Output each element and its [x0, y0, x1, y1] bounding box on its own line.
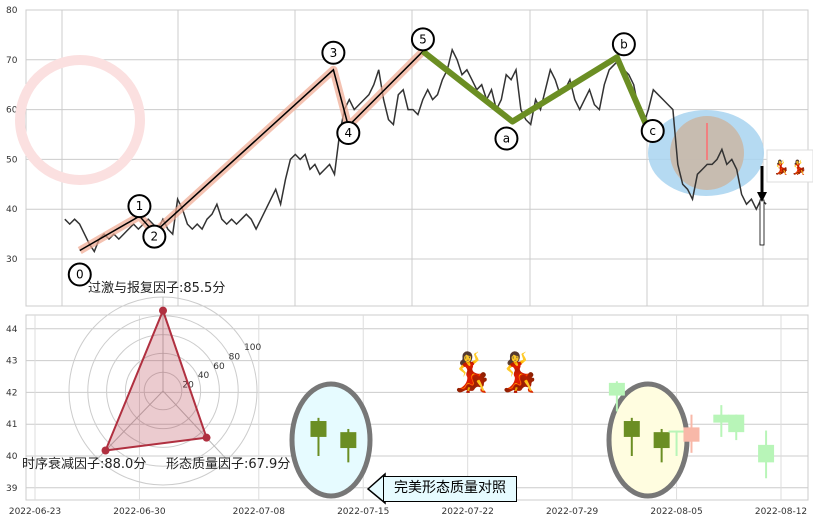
wave-label-text: b — [620, 37, 628, 51]
wave-label-c: c — [640, 119, 665, 144]
wave-label-circle — [611, 32, 636, 57]
wave-label-text: a — [503, 132, 510, 146]
wave-label-text: 5 — [419, 32, 427, 46]
wave-label-circle — [640, 119, 665, 144]
candle-body — [608, 382, 625, 396]
wave-label-circle — [410, 27, 435, 52]
forecast-arrow-head — [757, 192, 767, 202]
bottom-y-tick: 44 — [6, 325, 18, 335]
wave-label-circle — [142, 224, 167, 249]
actual-pattern-ellipse — [606, 381, 690, 499]
perfect-candle — [340, 428, 357, 463]
candle-body — [668, 430, 685, 433]
watermark-seal — [15, 55, 145, 185]
actual-candle — [608, 381, 625, 412]
wave-label-text: 4 — [344, 126, 352, 140]
x-tick-label: 2022-08-12 — [755, 507, 807, 517]
wave-label-text: 2 — [151, 230, 159, 244]
radar-vertex — [159, 306, 167, 315]
wave-label-5: 5 — [410, 27, 435, 52]
corrective-wave-line — [421, 48, 650, 128]
wave-label-circle — [494, 126, 519, 151]
x-tick-label: 2022-06-30 — [113, 507, 166, 517]
radar-area — [103, 307, 208, 452]
forecast-bar — [759, 199, 765, 246]
x-tick-label: 2022-07-15 — [337, 507, 389, 517]
wave-label-circle — [67, 262, 92, 287]
actual-candle — [713, 405, 730, 437]
x-tick-label: 2022-07-22 — [442, 507, 494, 517]
wave-label-4: 4 — [336, 121, 361, 146]
bottom-y-tick: 39 — [6, 484, 18, 494]
radar-ring-label: 100 — [244, 343, 261, 353]
bottom-y-tick: 40 — [6, 452, 18, 462]
x-tick-label: 2022-07-08 — [233, 507, 286, 517]
perfect-pattern-ellipse — [289, 381, 373, 499]
wave-label-circle — [336, 121, 361, 146]
x-tick-label: 2022-08-05 — [650, 507, 702, 517]
main-y-tick: 60 — [6, 106, 18, 116]
radar-vertex — [101, 446, 110, 455]
wave-label-0: 0 — [67, 262, 92, 287]
wave-label-b: b — [611, 32, 636, 57]
radar-ring-label: 80 — [229, 352, 241, 362]
callout-text: 完美形态质量对照 — [394, 480, 506, 496]
candle-body — [728, 414, 745, 433]
x-tick-label: 2022-06-23 — [9, 507, 61, 517]
wave-label-2: 2 — [142, 224, 167, 249]
x-tick-label: 2022-07-29 — [546, 507, 599, 517]
main-y-tick: 40 — [6, 205, 18, 215]
candle-body — [758, 444, 775, 463]
dancer-icon: 💃💃 — [773, 159, 808, 176]
wave-label-circle — [127, 194, 152, 219]
callout-box: 完美形态质量对照 — [383, 476, 517, 502]
candle-body — [653, 432, 670, 449]
bottom-y-tick: 42 — [6, 388, 17, 398]
radar-axis — [162, 390, 228, 461]
bottom-y-tick: 43 — [6, 357, 17, 367]
factor-label-aggression: 过激与报复因子:85.5分 — [88, 281, 225, 296]
actual-candle — [683, 414, 700, 453]
actual-candle — [728, 414, 745, 441]
actual-candle — [668, 430, 685, 456]
wave-label-a: a — [494, 126, 519, 151]
factor-label-pattern-quality: 形态质量因子:67.9分 — [166, 457, 290, 472]
bottom-y-tick: 41 — [6, 420, 17, 430]
radar-vertex — [202, 433, 211, 442]
main-y-tick: 70 — [6, 56, 18, 66]
factor-label-time-decay: 时序衰减因子:88.0分 — [22, 456, 146, 472]
main-y-tick: 80 — [6, 6, 18, 16]
impulse-wave-line — [79, 50, 424, 252]
candle-body — [623, 421, 640, 437]
radar-ring-label: 40 — [198, 371, 210, 381]
candle-body — [683, 427, 700, 442]
perfect-candle — [310, 417, 327, 456]
candle-body — [713, 414, 730, 423]
radar-axis — [97, 390, 164, 459]
candle-body — [310, 421, 327, 437]
actual-candle — [758, 430, 775, 479]
wave-label-3: 3 — [321, 40, 346, 65]
wave-label-text: c — [649, 124, 656, 138]
main-y-tick: 30 — [6, 255, 18, 265]
wave-label-text: 1 — [136, 199, 144, 213]
actual-candle — [623, 417, 640, 456]
wave-label-circle — [321, 40, 346, 65]
radar-ring-label: 60 — [213, 362, 225, 372]
actual-candle — [653, 428, 670, 463]
main-y-tick: 50 — [6, 155, 18, 165]
wave-label-1: 1 — [127, 194, 152, 219]
wave-label-text: 0 — [76, 268, 84, 282]
dancer-badge — [766, 149, 813, 183]
dancers-icon: 💃💃 — [448, 350, 543, 395]
candle-body — [340, 432, 357, 449]
wave-label-text: 3 — [330, 46, 338, 60]
